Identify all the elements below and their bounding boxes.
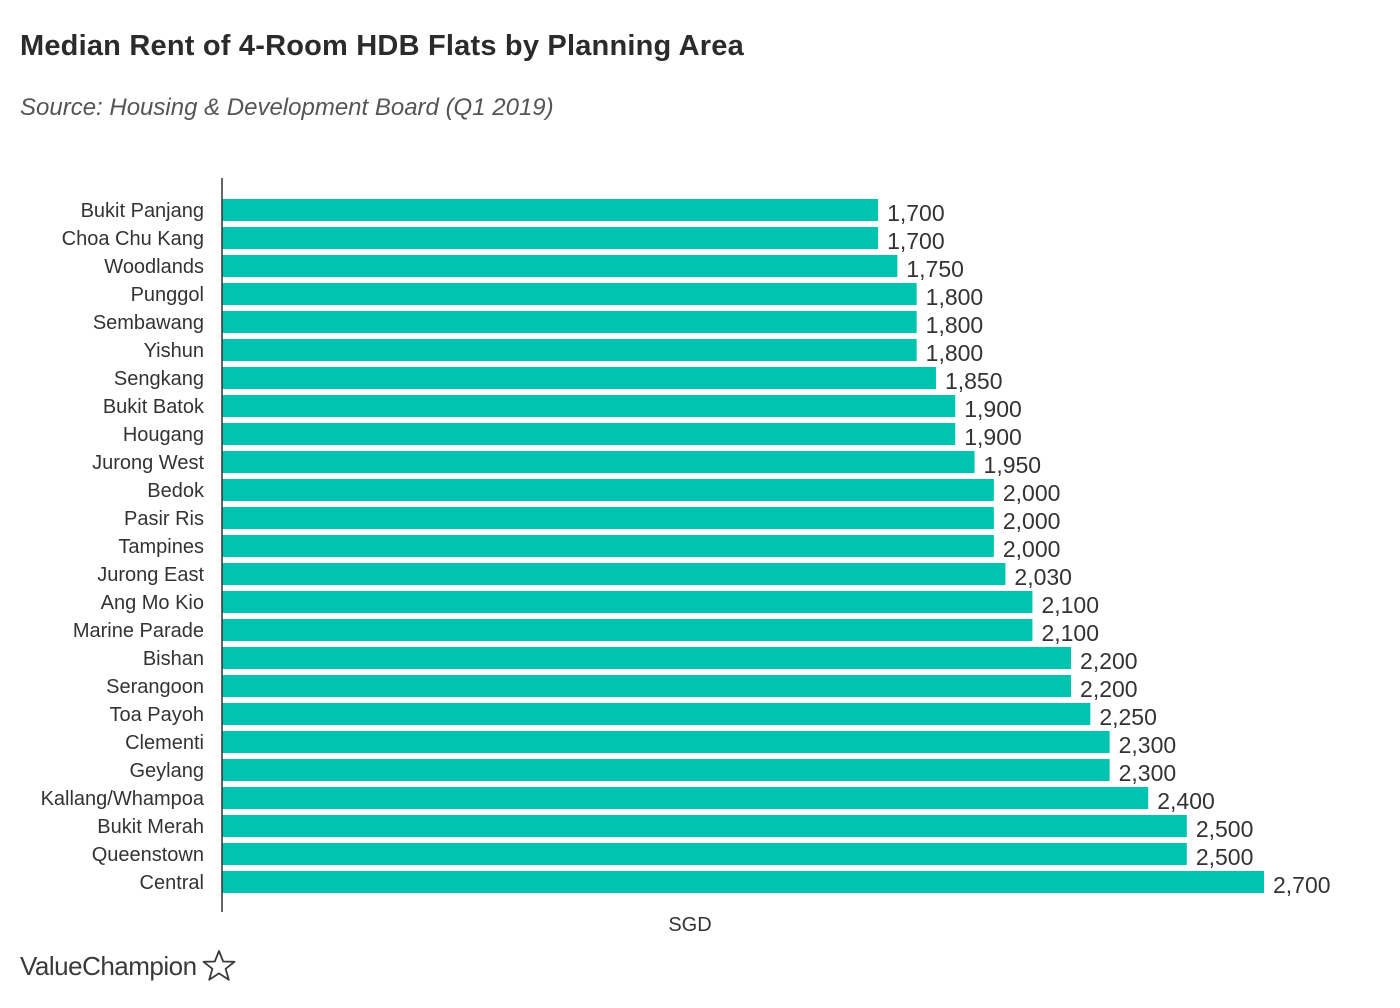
bar	[222, 423, 956, 445]
category-label: Yishun	[144, 340, 204, 362]
star-outline-icon	[202, 950, 235, 981]
bar	[222, 591, 1033, 613]
value-label: 1,800	[926, 312, 984, 338]
category-label: Hougang	[123, 424, 204, 446]
category-label: Jurong West	[92, 452, 204, 474]
bar	[222, 647, 1072, 669]
bar	[222, 311, 917, 333]
bar	[222, 367, 936, 389]
category-label: Bishan	[143, 648, 204, 670]
category-label: Ang Mo Kio	[101, 592, 204, 614]
value-label: 1,800	[926, 340, 984, 366]
bar	[222, 759, 1110, 781]
category-label: Punggol	[131, 284, 204, 306]
chart-subtitle: Source: Housing & Development Board (Q1 …	[20, 94, 554, 121]
value-label: 2,300	[1119, 760, 1177, 786]
value-label: 2,000	[1003, 508, 1061, 534]
bar	[222, 843, 1187, 865]
bar	[222, 255, 898, 277]
bar	[222, 227, 879, 249]
value-label: 2,500	[1196, 816, 1254, 842]
category-label: Serangoon	[106, 676, 204, 698]
value-label: 2,100	[1041, 592, 1099, 618]
bar	[222, 787, 1149, 809]
value-label: 2,700	[1273, 872, 1331, 898]
bar	[222, 507, 994, 529]
category-labels: Bukit Panjang Choa Chu Kang Woodlands Pungg…	[41, 200, 205, 894]
category-label: Jurong East	[97, 564, 204, 586]
brand-logo: ValueChampion	[20, 948, 237, 984]
value-label: 2,300	[1119, 732, 1177, 758]
value-label: 2,400	[1157, 788, 1215, 814]
bar	[222, 871, 1264, 893]
category-label: Sengkang	[114, 368, 204, 390]
category-label: Toa Payoh	[109, 704, 204, 726]
value-label: 1,700	[887, 200, 945, 226]
category-label: Geylang	[130, 760, 205, 782]
bar	[222, 675, 1072, 697]
bar	[222, 199, 879, 221]
category-label: Bukit Batok	[103, 396, 205, 418]
value-label: 1,950	[984, 452, 1042, 478]
category-label: Sembawang	[93, 312, 204, 334]
bar	[222, 703, 1091, 725]
value-label: 2,200	[1080, 676, 1138, 702]
logo-text: ValueChampion	[20, 950, 197, 981]
category-label: Pasir Ris	[124, 508, 204, 530]
category-label: Tampines	[118, 536, 204, 558]
value-label: 1,800	[926, 284, 984, 310]
category-label: Clementi	[125, 732, 204, 754]
category-label: Marine Parade	[73, 620, 204, 642]
category-label: Central	[140, 872, 204, 894]
chart-title: Median Rent of 4-Room HDB Flats by Plann…	[20, 30, 744, 62]
value-label: 2,250	[1099, 704, 1157, 730]
category-label: Bukit Panjang	[81, 200, 204, 222]
value-label: 2,500	[1196, 844, 1254, 870]
bar	[222, 619, 1033, 641]
value-label: 2,000	[1003, 536, 1061, 562]
bar	[222, 563, 1006, 585]
category-label: Kallang/Whampoa	[41, 788, 205, 810]
bar	[222, 535, 994, 557]
category-label: Choa Chu Kang	[62, 228, 204, 250]
value-label: 2,200	[1080, 648, 1138, 674]
value-label: 1,900	[964, 396, 1022, 422]
bar	[222, 451, 975, 473]
bar	[222, 395, 956, 417]
value-label: 2,000	[1003, 480, 1061, 506]
bar	[222, 815, 1187, 837]
bar-chart: Bukit Panjang Choa Chu Kang Woodlands Pungg…	[41, 178, 1331, 936]
bars-group	[222, 199, 1264, 893]
value-labels: 1,7001,7001,7501,8001,8001,8001,8501,900…	[887, 200, 1330, 898]
bar	[222, 339, 917, 361]
value-label: 1,750	[906, 256, 964, 282]
value-label: 1,900	[964, 424, 1022, 450]
value-label: 1,850	[945, 368, 1003, 394]
value-label: 2,030	[1014, 564, 1072, 590]
category-label: Woodlands	[104, 256, 204, 278]
bar	[222, 479, 994, 501]
x-axis-title: SGD	[668, 914, 711, 936]
bar	[222, 731, 1110, 753]
category-label: Bedok	[147, 480, 205, 502]
bar	[222, 283, 917, 305]
category-label: Bukit Merah	[97, 816, 204, 838]
category-label: Queenstown	[92, 844, 204, 866]
value-label: 2,100	[1041, 620, 1099, 646]
value-label: 1,700	[887, 228, 945, 254]
